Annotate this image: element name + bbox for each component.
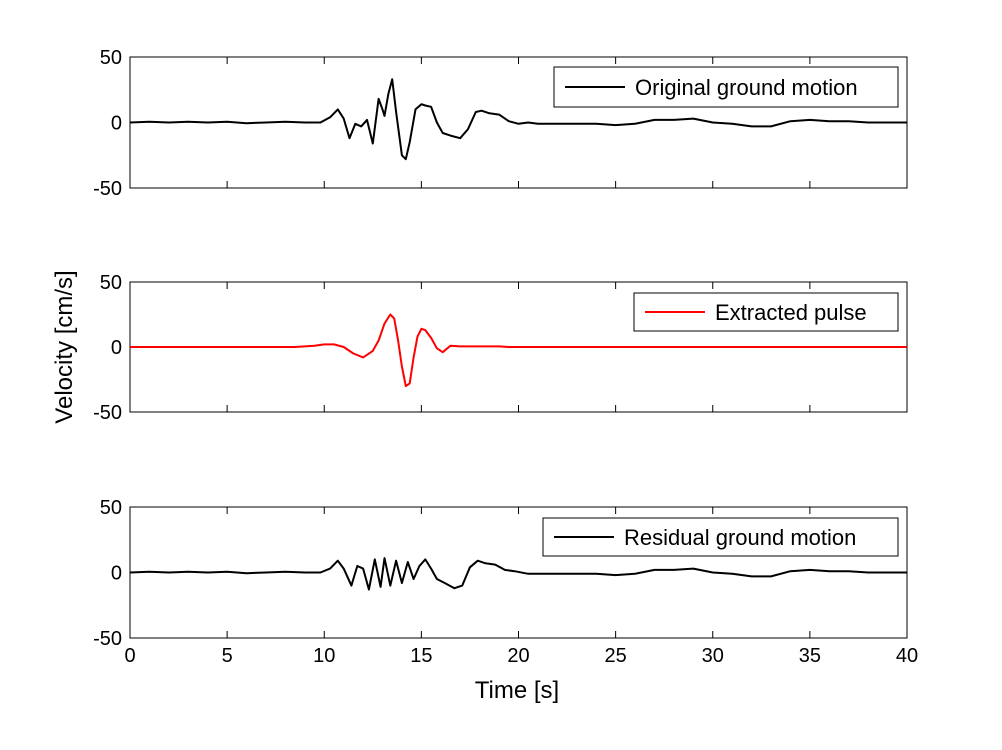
y-tick-label: 0 bbox=[111, 113, 122, 135]
x-tick-label: 40 bbox=[896, 645, 918, 667]
legend: Residual ground motion bbox=[542, 517, 899, 557]
x-tick-label: 10 bbox=[313, 645, 335, 667]
y-tick-label: -50 bbox=[93, 178, 122, 200]
series-line bbox=[129, 557, 907, 591]
y-tick-label: 50 bbox=[100, 497, 122, 519]
x-tick-label: 5 bbox=[222, 645, 233, 667]
panel-1: -50 0 50 Original ground motion bbox=[93, 47, 908, 200]
x-tick-label: 30 bbox=[702, 645, 724, 667]
legend-label: Residual ground motion bbox=[624, 525, 856, 550]
legend-box bbox=[633, 292, 899, 332]
legend-label: Original ground motion bbox=[635, 75, 858, 100]
panel-2: -50 0 50 Extracted pulse bbox=[93, 272, 908, 424]
y-tick-label: -50 bbox=[93, 402, 122, 424]
x-tick-label: 15 bbox=[410, 645, 432, 667]
y-tick-label: -50 bbox=[93, 628, 122, 650]
y-tick-label: 50 bbox=[100, 272, 122, 294]
x-tick-label: 0 bbox=[124, 645, 135, 667]
legend-label: Extracted pulse bbox=[715, 300, 867, 325]
legend: Extracted pulse bbox=[633, 292, 899, 332]
x-tick-label: 35 bbox=[799, 645, 821, 667]
series-line bbox=[129, 78, 907, 161]
series-line bbox=[130, 313, 907, 387]
x-tick-label: 25 bbox=[605, 645, 627, 667]
y-tick-label: 0 bbox=[111, 337, 122, 359]
y-tick-label: 50 bbox=[100, 47, 122, 69]
x-tick-label: 20 bbox=[507, 645, 529, 667]
y-axis-title: Velocity [cm/s] bbox=[51, 270, 78, 423]
x-axis-title: Time [s] bbox=[475, 677, 559, 704]
y-tick-label: 0 bbox=[111, 563, 122, 585]
legend: Original ground motion bbox=[553, 66, 899, 108]
